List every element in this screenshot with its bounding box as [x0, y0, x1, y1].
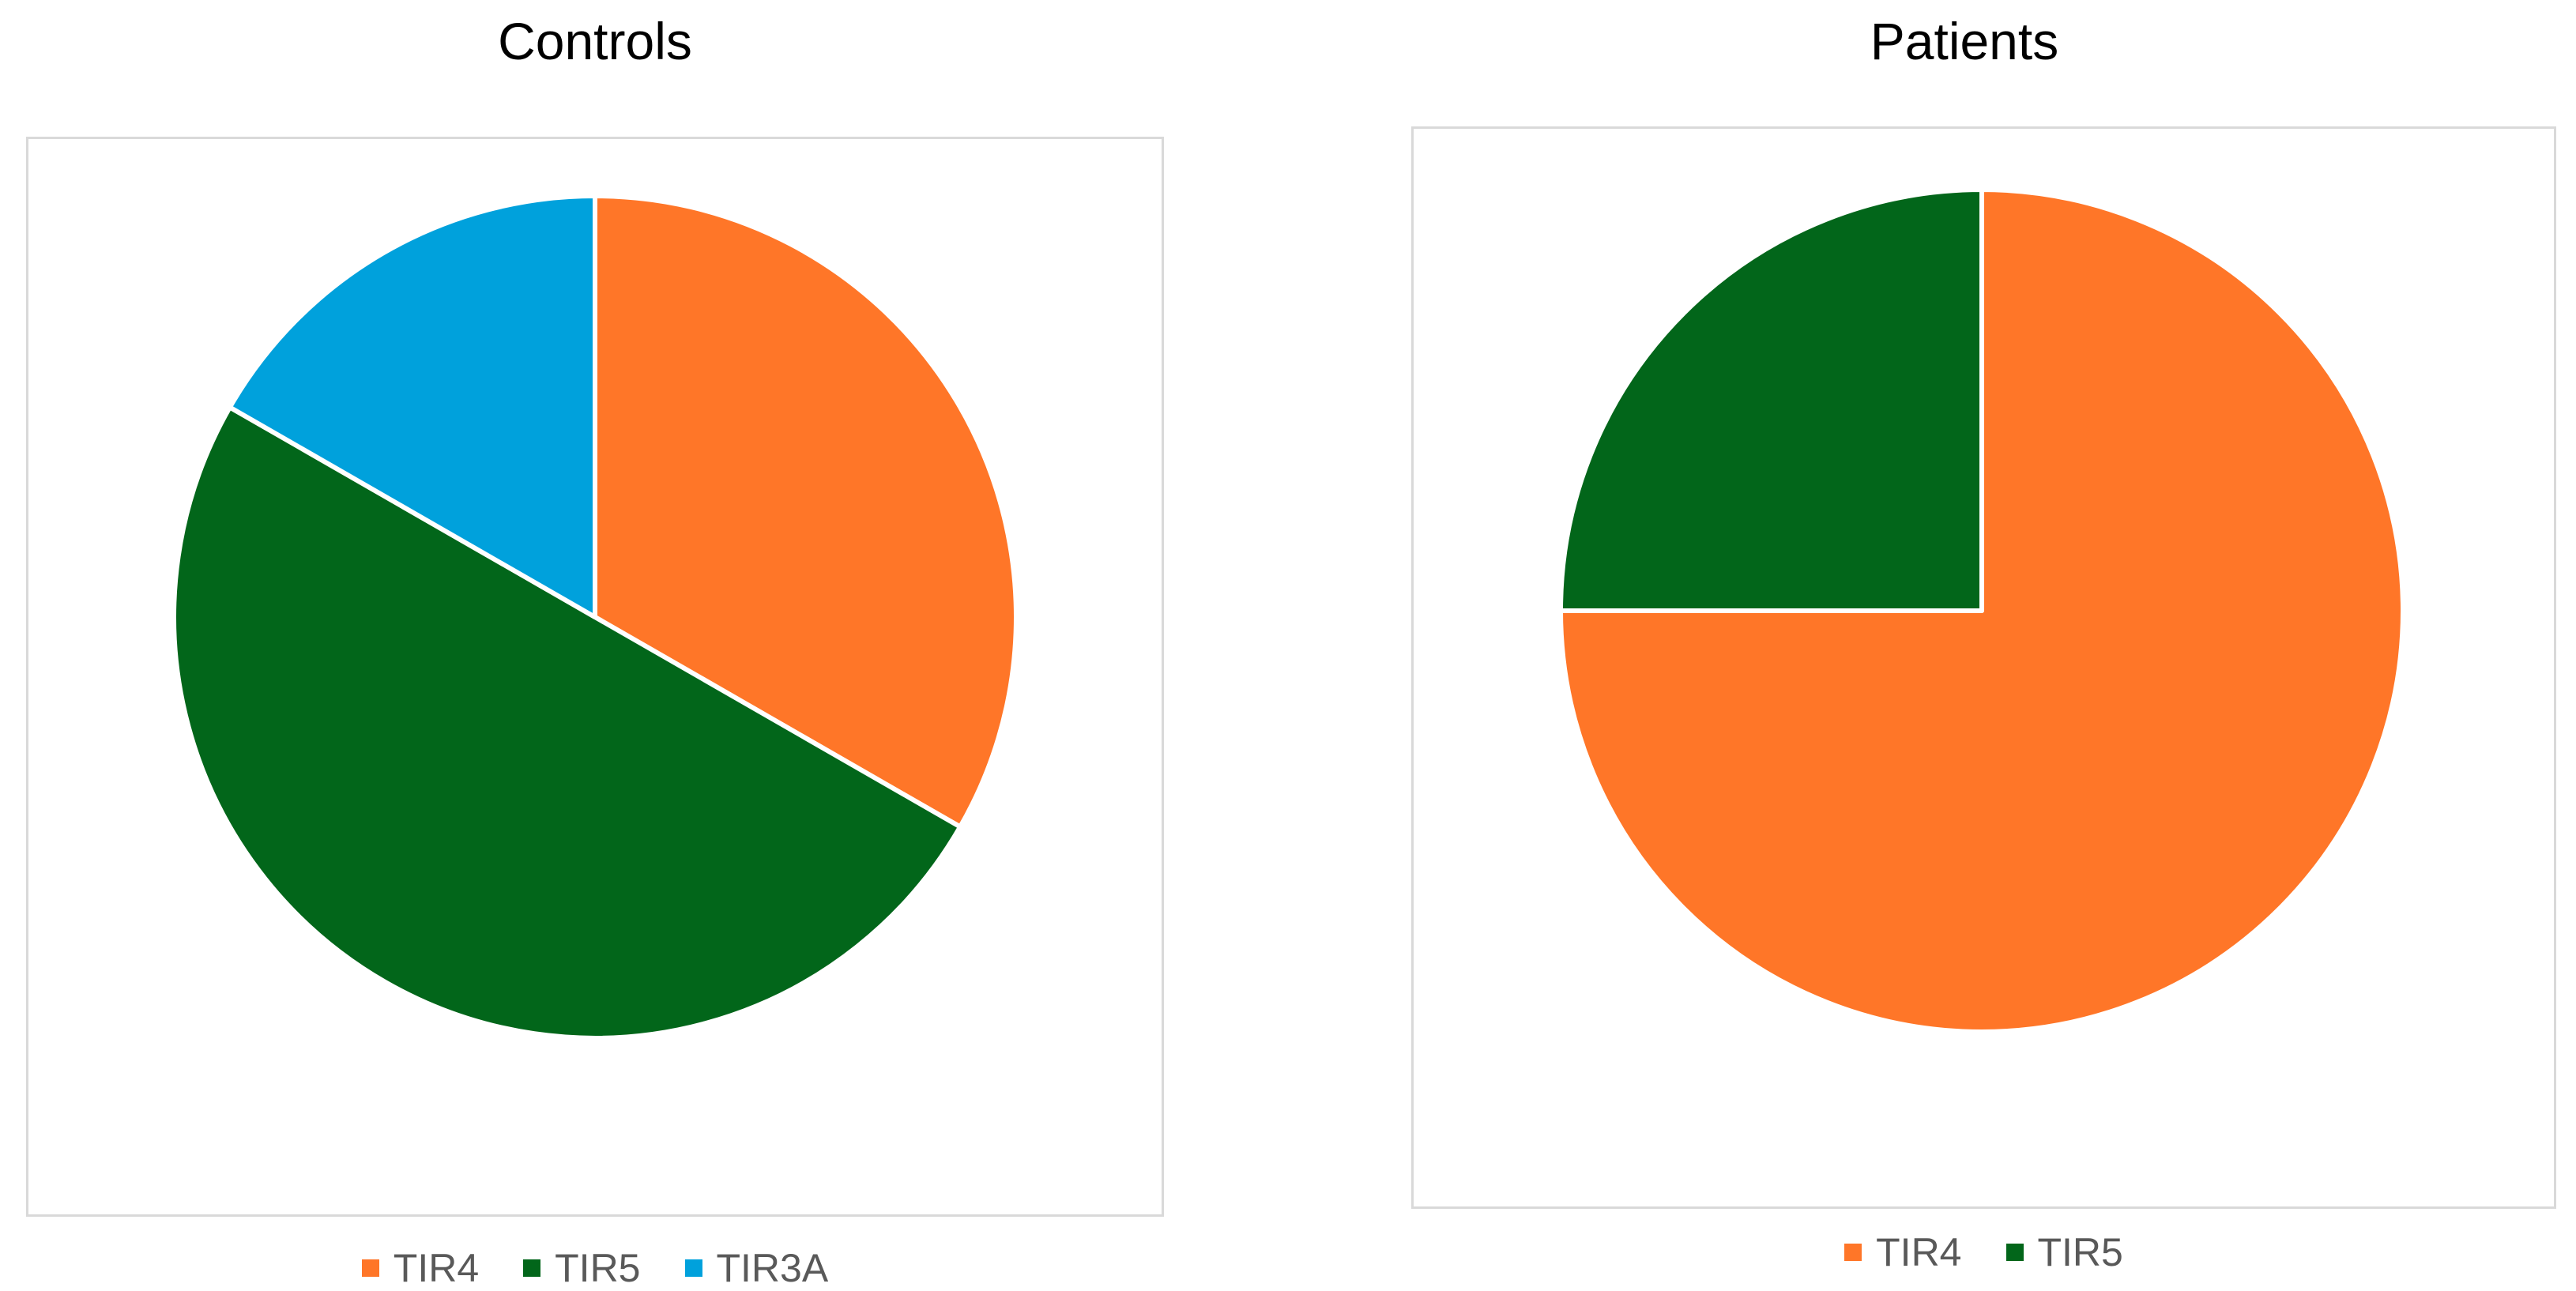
chart-title-controls: Controls — [498, 12, 692, 70]
chart-frame-controls: TIR4 TIR5 TIR3A — [26, 137, 1164, 1290]
legend-item-tir3a: TIR3A — [684, 1245, 829, 1291]
legend-label-tir4: TIR4 — [1876, 1230, 1962, 1274]
legend-item-tir4: TIR4 — [361, 1245, 480, 1291]
pie-slice-tir4 — [593, 194, 1019, 830]
legend-swatch-tir4 — [361, 1259, 379, 1277]
chart-title-patients: Patients — [1870, 12, 2059, 70]
legend-label-tir5: TIR5 — [2037, 1230, 2123, 1274]
pie-slice-tir5 — [1558, 187, 1984, 613]
legend-patients: TIR4 TIR5 — [1414, 1229, 2554, 1275]
pie-slice-tir5 — [171, 405, 963, 1041]
legend-swatch-tir5 — [2005, 1244, 2024, 1261]
legend-swatch-tir4 — [1844, 1244, 1862, 1261]
legend-label-tir4: TIR4 — [393, 1246, 480, 1290]
legend-label-tir5: TIR5 — [555, 1246, 641, 1290]
pie-slice-tir4 — [1558, 187, 2405, 1034]
legend-item-tir5: TIR5 — [2005, 1229, 2123, 1275]
chart-frame-patients: TIR4 TIR5 — [1411, 126, 2556, 1274]
legend-item-tir4: TIR4 — [1844, 1229, 1962, 1275]
legend-item-tir5: TIR5 — [523, 1245, 641, 1291]
legend-swatch-tir5 — [523, 1259, 541, 1277]
pie-chart-patients — [1558, 187, 2405, 1034]
legend-swatch-tir3a — [684, 1259, 702, 1277]
pie-slice-tir3a — [227, 194, 597, 619]
legend-controls: TIR4 TIR5 TIR3A — [28, 1245, 1162, 1291]
pie-chart-controls — [171, 194, 1019, 1041]
legend-label-tir3a: TIR3A — [716, 1246, 829, 1290]
